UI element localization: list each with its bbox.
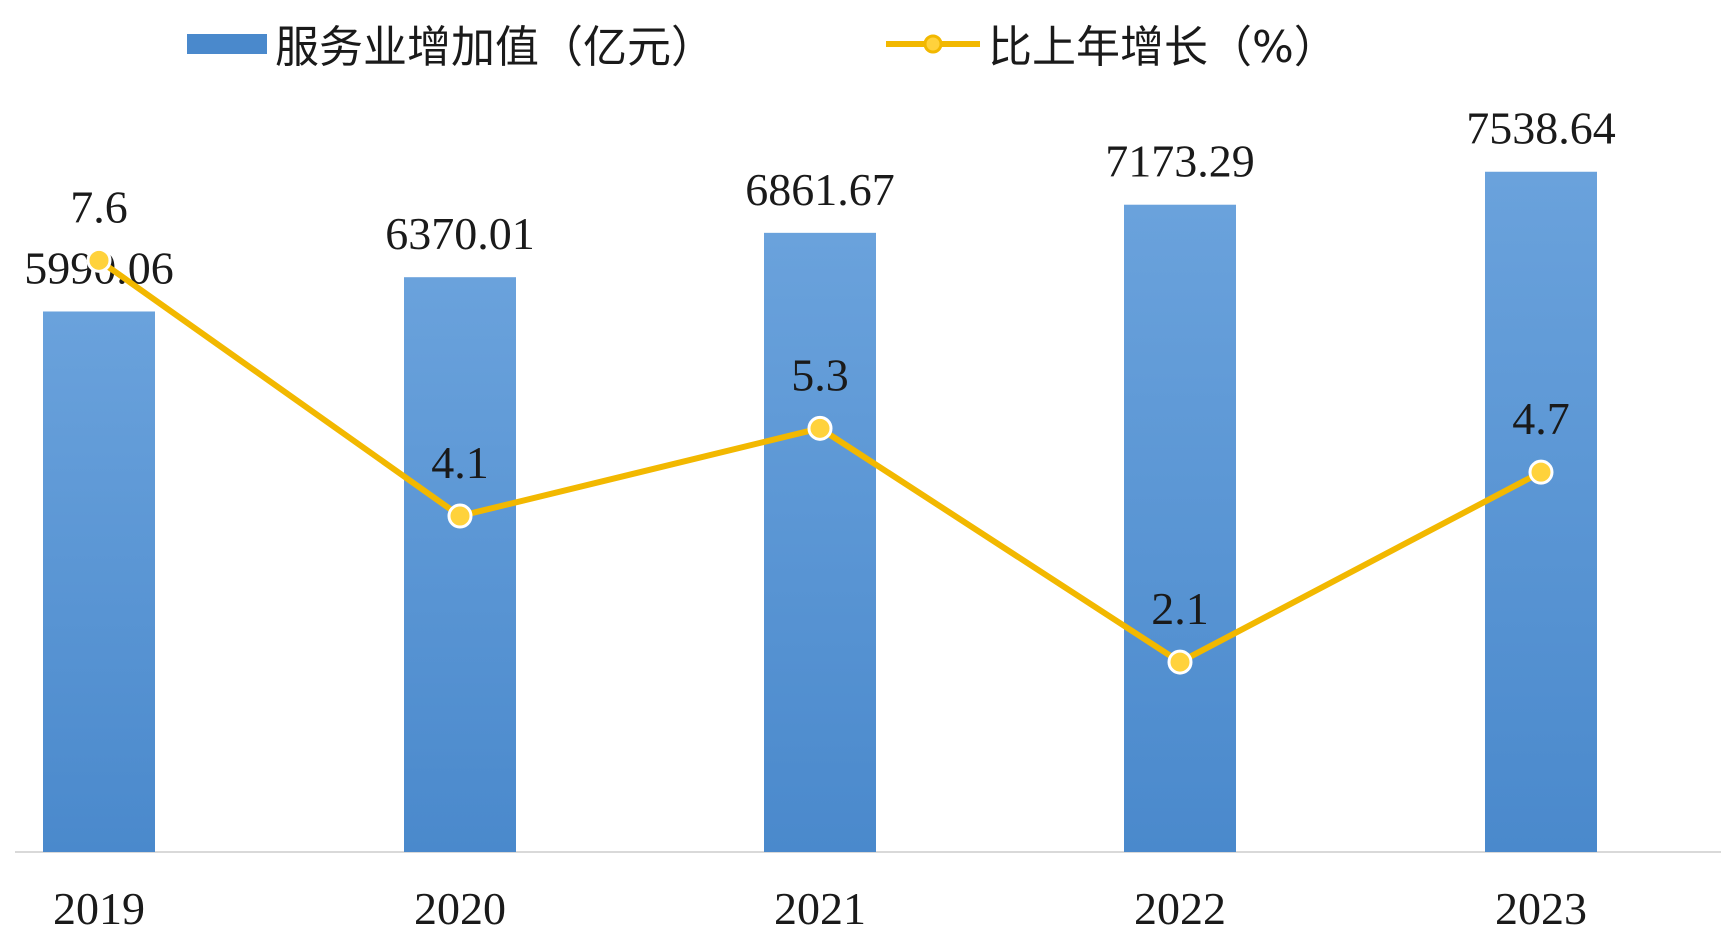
- bar-2022: [1124, 204, 1236, 852]
- legend: 服务业增加值（亿元） 比上年增长（%）: [187, 22, 1338, 73]
- x-axis-tick-labels: 2019 2020 2021 2022 2023: [53, 883, 1587, 934]
- x-tick-2023: 2023: [1495, 883, 1587, 934]
- bar-2019: [43, 311, 155, 852]
- line-point-2023: [1528, 459, 1554, 485]
- bar-value-label-2022: 7173.29: [1105, 136, 1255, 187]
- bar-value-label-2023: 7538.64: [1466, 103, 1616, 154]
- bar-2021: [764, 232, 876, 852]
- x-tick-2020: 2020: [414, 883, 506, 934]
- legend-bar-label: 服务业增加值（亿元）: [275, 22, 715, 73]
- legend-line-label: 比上年增长（%）: [988, 22, 1338, 73]
- line-value-label-2021: 5.3: [791, 349, 849, 400]
- line-point-2022: [1167, 649, 1193, 675]
- x-tick-2022: 2022: [1134, 883, 1226, 934]
- line-value-label-2020: 4.1: [431, 437, 489, 488]
- legend-line-marker: [923, 34, 943, 54]
- bar-value-label-2020: 6370.01: [385, 208, 535, 259]
- line-series: [86, 247, 1554, 675]
- bar-value-label-2021: 6861.67: [745, 164, 895, 215]
- legend-bar-swatch: [187, 34, 267, 54]
- bar-2023: [1485, 171, 1597, 852]
- line-value-labels: 7.6 4.1 5.3 2.1 4.7: [70, 181, 1570, 634]
- x-tick-2019: 2019: [53, 883, 145, 934]
- line-value-label-2022: 2.1: [1151, 583, 1209, 634]
- line-point-2020: [447, 503, 473, 529]
- line-point-2021: [807, 415, 833, 441]
- line-value-label-2023: 4.7: [1512, 393, 1570, 444]
- line-point-2019: [86, 247, 112, 273]
- line-value-label-2019: 7.6: [70, 181, 128, 232]
- x-tick-2021: 2021: [774, 883, 866, 934]
- bar-series: [43, 171, 1597, 852]
- bar-2020: [404, 277, 516, 852]
